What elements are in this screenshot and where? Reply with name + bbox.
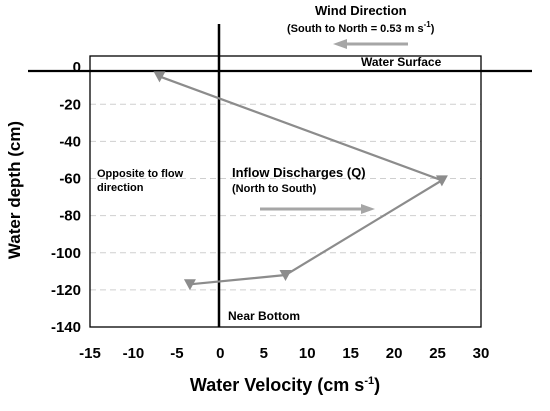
- wind-direction-title: Wind Direction: [315, 3, 407, 18]
- data-point-marker: [183, 279, 196, 291]
- y-tick-label: -120: [51, 282, 81, 299]
- x-tick-label: -5: [170, 345, 183, 362]
- y-tick-label: 0: [73, 59, 81, 76]
- x-tick-label: 10: [299, 345, 316, 362]
- y-axis-title: Water depth (cm): [5, 121, 24, 259]
- near-bottom-label: Near Bottom: [228, 309, 300, 323]
- plot-frame: [89, 55, 482, 328]
- y-tick-label: -100: [51, 245, 81, 262]
- x-tick-label: 20: [386, 345, 403, 362]
- x-axis-title: Water Velocity (cm s-1): [190, 375, 380, 395]
- series-layer: [153, 71, 448, 291]
- wind-direction-subtitle: (South to North = 0.53 m s-1): [287, 20, 435, 35]
- y-tick-label: -20: [59, 96, 81, 113]
- x-tick-labels: -15 -10 -5 0 5 10 15 20 25 30: [79, 345, 489, 362]
- y-tick-label: -140: [51, 319, 81, 336]
- y-tick-label: -80: [59, 208, 81, 225]
- data-point-marker: [435, 175, 448, 187]
- wind-arrow: [333, 39, 408, 49]
- grid-lines: [90, 103, 481, 291]
- opposite-flow-label-line2: direction: [97, 182, 144, 194]
- x-tick-label: 15: [342, 345, 359, 362]
- x-tick-label: 5: [260, 345, 268, 362]
- y-tick-label: -60: [59, 171, 81, 188]
- inflow-discharge-subtitle: (North to South): [232, 183, 317, 195]
- data-point-marker: [153, 71, 166, 83]
- x-tick-label: -10: [123, 345, 145, 362]
- water-surface-label: Water Surface: [361, 55, 442, 69]
- x-tick-label: 0: [216, 345, 224, 362]
- inflow-arrow: [260, 204, 375, 214]
- x-tick-label: 30: [473, 345, 490, 362]
- data-point-marker: [279, 270, 292, 282]
- series-line-0: [159, 75, 445, 286]
- x-tick-label: -15: [79, 345, 101, 362]
- x-tick-label: 25: [429, 345, 446, 362]
- opposite-flow-label-line1: Opposite to flow: [97, 168, 184, 180]
- y-tick-label: -40: [59, 133, 81, 150]
- y-tick-labels: 0 -20 -40 -60 -80 -100 -120 -140: [51, 59, 81, 336]
- inflow-discharge-title: Inflow Discharges (Q): [232, 165, 366, 180]
